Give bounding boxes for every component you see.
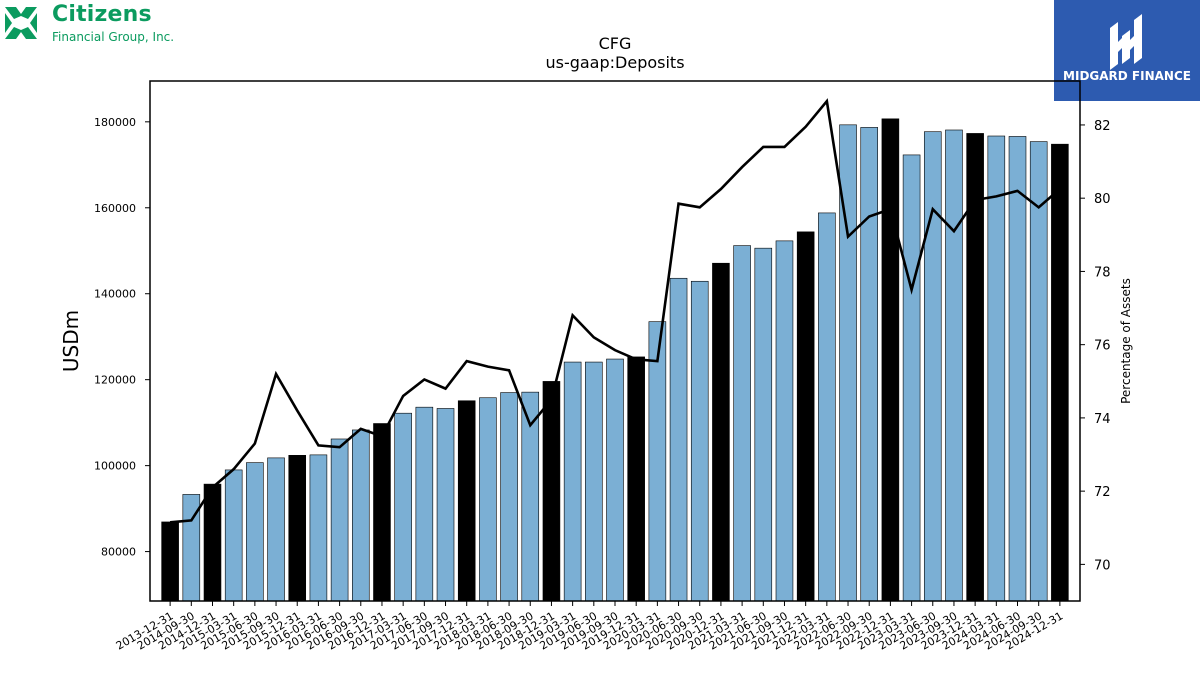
y2-tick-label: 82: [1094, 119, 1111, 134]
y-tick-label: 160000: [94, 202, 136, 215]
bar-2013-12-31: [161, 521, 179, 602]
y2-axis-label: Percentage of Assets: [1119, 278, 1133, 404]
bar-2024-09-30: [1029, 141, 1048, 602]
y-tick-label: 140000: [94, 288, 136, 301]
y-tick-label: 120000: [94, 374, 136, 387]
y2-tick-label: 72: [1094, 485, 1111, 500]
bar-2024-06-30: [1008, 136, 1027, 602]
y2-tick-label: 76: [1094, 339, 1111, 354]
y-tick-label: 180000: [94, 116, 136, 129]
y-tick-label: 100000: [94, 460, 136, 473]
bar-2021-03-31: [733, 245, 751, 602]
bar-2020-12-31: [712, 262, 730, 602]
y2-tick-label: 78: [1094, 265, 1111, 280]
bar-2023-09-30: [945, 129, 963, 602]
bar-2021-09-30: [775, 240, 794, 602]
bar-2022-09-30: [860, 127, 878, 602]
chart-subtitle: us-gaap:Deposits: [545, 53, 684, 72]
bar-2019-06-30: [585, 361, 603, 602]
bar-2021-12-31: [796, 231, 815, 602]
bar-2019-09-30: [606, 358, 624, 602]
bar-2019-03-31: [563, 361, 582, 602]
y2-tick-label: 74: [1094, 412, 1111, 427]
bar-2017-09-30: [436, 408, 455, 602]
bar-2016-09-30: [352, 429, 370, 602]
y-axis-label: USDm: [59, 310, 83, 372]
bar-2016-12-31: [373, 423, 391, 602]
citizens-logo: Citizens Financial Group, Inc.: [4, 2, 194, 44]
bar-2014-12-31: [203, 483, 222, 602]
bar-2024-03-31: [987, 135, 1006, 602]
bar-2015-09-30: [267, 457, 285, 602]
bar-2022-03-31: [818, 212, 836, 602]
brand-name: Citizens: [52, 2, 152, 27]
bar-2023-12-31: [966, 133, 984, 602]
bar-2023-06-30: [923, 131, 942, 602]
bar-2015-06-30: [246, 462, 264, 602]
bar-2016-06-30: [330, 438, 349, 602]
bar-2021-06-30: [754, 247, 773, 602]
bar-2017-06-30: [415, 406, 434, 602]
bar-2020-03-31: [648, 321, 667, 602]
watermark-text: MIDGARD FINANCE: [1063, 69, 1191, 83]
series-line-percentage-of-assets: [170, 98, 1061, 524]
y2-tick-label: 70: [1094, 558, 1111, 573]
midgard-watermark: MIDGARD FINANCE: [1054, 0, 1200, 101]
bar-2024-12-31: [1051, 143, 1069, 602]
bar-2023-03-31: [902, 154, 921, 602]
bar-2020-06-30: [669, 277, 688, 602]
y2-tick-label: 80: [1094, 192, 1111, 207]
bar-2018-12-31: [542, 381, 561, 602]
bar-2016-03-31: [309, 454, 328, 602]
brand-subtitle: Financial Group, Inc.: [52, 30, 175, 44]
bar-2015-03-31: [224, 469, 243, 602]
citizens-logo-icon: [5, 7, 37, 39]
bar-2017-03-31: [394, 412, 412, 602]
bar-2017-12-31: [457, 400, 476, 602]
bar-2018-03-31: [479, 397, 497, 602]
chart-title: CFG: [599, 34, 632, 53]
midgard-logo-icon: [1110, 14, 1142, 70]
bar-2015-12-31: [288, 455, 307, 602]
bar-2019-12-31: [627, 356, 645, 602]
bar-2018-06-30: [500, 392, 518, 602]
bar-2020-09-30: [690, 280, 709, 602]
y-tick-label: 80000: [101, 546, 136, 559]
bar-2022-12-31: [881, 118, 900, 602]
